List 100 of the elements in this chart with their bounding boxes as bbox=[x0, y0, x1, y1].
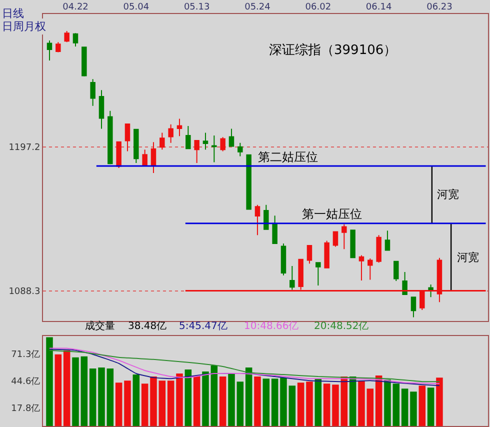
bar bbox=[210, 365, 218, 426]
candlestick bbox=[428, 284, 434, 298]
bar bbox=[427, 388, 434, 426]
bar bbox=[193, 376, 200, 426]
candlestick bbox=[342, 224, 347, 250]
x-tick-label: 05.24 bbox=[244, 2, 271, 12]
candlestick bbox=[358, 254, 364, 281]
candlestick bbox=[280, 242, 286, 276]
candlestick bbox=[64, 30, 70, 43]
candlestick bbox=[394, 260, 399, 282]
candlestick bbox=[176, 118, 182, 137]
bar bbox=[254, 376, 261, 426]
bar bbox=[375, 376, 382, 426]
bar bbox=[72, 357, 79, 426]
bar bbox=[132, 374, 140, 426]
bar bbox=[366, 388, 374, 426]
bar bbox=[184, 369, 192, 426]
candlestick bbox=[306, 244, 312, 264]
candlestick bbox=[108, 110, 113, 165]
candlestick bbox=[168, 124, 174, 144]
candlestick bbox=[194, 140, 200, 164]
candlestick bbox=[160, 132, 165, 150]
text: 深证综指（399106） bbox=[269, 43, 397, 58]
annotation: 日周月权 bbox=[2, 20, 46, 33]
candlestick bbox=[332, 231, 338, 248]
bar bbox=[323, 384, 330, 426]
text: 20:48.52亿 bbox=[314, 321, 369, 332]
candlestick bbox=[90, 78, 96, 106]
ref-line-label: 第一姑压位 bbox=[302, 207, 362, 221]
candlestick bbox=[56, 42, 61, 53]
candlestick bbox=[72, 32, 78, 48]
candlestick bbox=[186, 125, 191, 150]
x-tick-label: 06.02 bbox=[305, 2, 332, 12]
bar bbox=[106, 368, 114, 426]
x-tick-label: 06.14 bbox=[366, 2, 392, 12]
y-tick-label: 1088.3 bbox=[8, 286, 40, 297]
bar bbox=[115, 382, 122, 426]
bar bbox=[332, 384, 339, 426]
text: 成交量 bbox=[85, 320, 115, 332]
bar bbox=[297, 382, 304, 426]
candlestick bbox=[376, 234, 382, 264]
bar bbox=[89, 368, 96, 426]
bar bbox=[167, 380, 174, 426]
bar bbox=[98, 367, 105, 426]
y-tick-label: 44.6亿 bbox=[11, 376, 40, 388]
candlestick bbox=[272, 215, 278, 244]
bar bbox=[306, 382, 313, 426]
candlestick bbox=[202, 132, 208, 150]
text: 38.48亿 bbox=[128, 321, 167, 332]
bar bbox=[410, 392, 417, 426]
bar bbox=[236, 382, 244, 426]
candlestick bbox=[220, 136, 226, 152]
bar bbox=[245, 367, 252, 426]
candlestick bbox=[316, 262, 321, 286]
candlestick bbox=[142, 149, 148, 167]
bar bbox=[418, 386, 426, 426]
candlestick bbox=[134, 128, 139, 164]
bar bbox=[228, 374, 235, 426]
candlestick bbox=[98, 90, 104, 130]
x-tick-label: 04.22 bbox=[62, 2, 88, 12]
candlestick bbox=[350, 230, 356, 258]
candlestick bbox=[46, 40, 52, 62]
bar bbox=[271, 378, 278, 426]
candlestick bbox=[290, 265, 295, 290]
y-tick-label: 1197.2 bbox=[8, 143, 40, 153]
x-tick-label: 05.04 bbox=[123, 2, 150, 12]
x-tick-label: 06.23 bbox=[426, 2, 452, 12]
candlestick bbox=[254, 204, 260, 236]
text: 5:45.47亿 bbox=[179, 321, 228, 332]
candlestick bbox=[238, 142, 243, 157]
candlestick bbox=[324, 240, 330, 268]
candlestick bbox=[402, 272, 408, 295]
bar bbox=[46, 337, 53, 426]
bar bbox=[80, 356, 88, 426]
y-tick-label: 71.3亿 bbox=[11, 349, 40, 360]
bar bbox=[141, 384, 148, 426]
bar bbox=[202, 372, 209, 426]
bar bbox=[384, 380, 391, 426]
bar bbox=[314, 378, 322, 426]
bar bbox=[63, 350, 70, 426]
bar bbox=[392, 384, 400, 426]
bar bbox=[176, 374, 183, 426]
x-tick-label: 05.13 bbox=[184, 2, 210, 12]
bar bbox=[262, 378, 270, 426]
candlestick bbox=[124, 123, 130, 152]
bar bbox=[150, 376, 157, 426]
bar bbox=[124, 380, 131, 426]
bar bbox=[358, 380, 365, 426]
text: 日线 bbox=[2, 7, 24, 20]
annotation: 河宽 bbox=[437, 188, 459, 201]
candlestick bbox=[116, 141, 122, 168]
candlestick bbox=[410, 296, 416, 318]
bar bbox=[436, 378, 443, 426]
bar bbox=[401, 388, 408, 426]
bar bbox=[219, 376, 226, 426]
bar bbox=[340, 376, 348, 426]
candlestick bbox=[264, 204, 269, 230]
candlestick bbox=[212, 134, 217, 163]
bar bbox=[349, 376, 356, 426]
candlestick bbox=[246, 154, 252, 210]
